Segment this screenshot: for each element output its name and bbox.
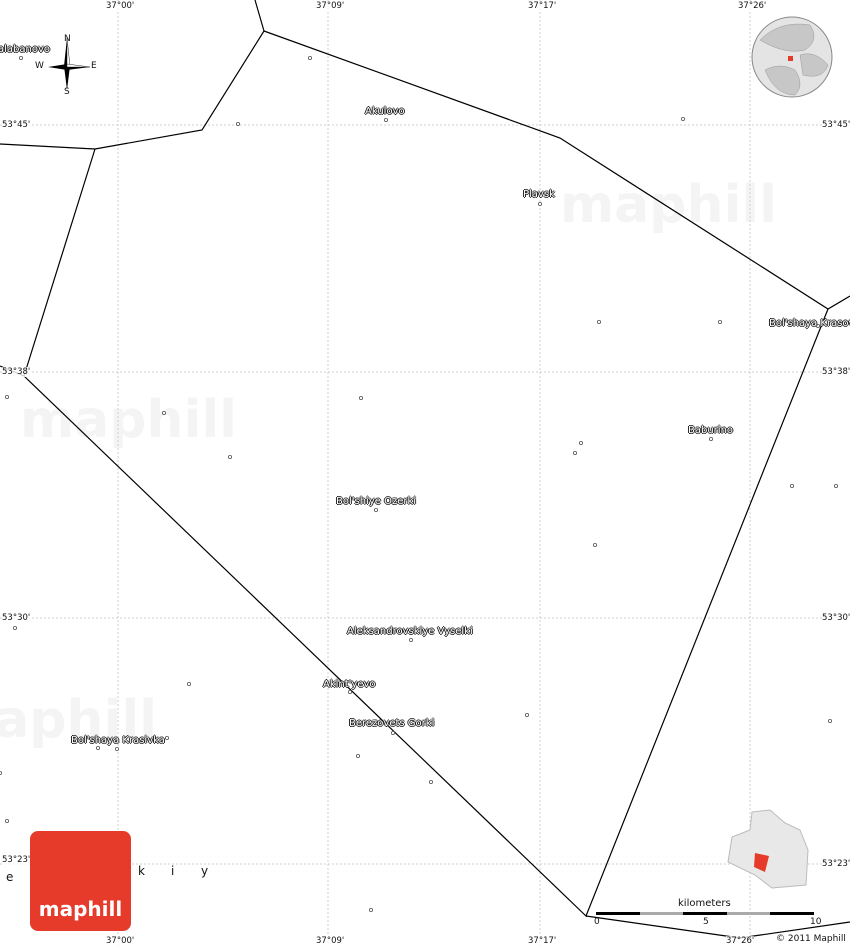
settlement-dot	[347, 690, 352, 695]
settlement-dot	[593, 543, 598, 548]
compass-east: E	[91, 61, 97, 71]
logo-text: maphill	[38, 897, 123, 921]
settlement-dot	[828, 719, 833, 724]
settlement-dot	[373, 507, 378, 512]
settlement-dot	[227, 454, 232, 459]
place-label[interactable]: Bol'shaya Krasov	[769, 318, 850, 329]
latitude-label: 53°23'	[822, 859, 850, 869]
region-letter: e	[6, 870, 14, 884]
region-letter: k	[138, 864, 145, 878]
settlement-dot	[834, 483, 839, 488]
scale-tick: 0	[594, 917, 600, 927]
scale-tick: 5	[703, 917, 709, 927]
settlement-dot	[718, 319, 723, 324]
copyright: © 2011 Maphill	[776, 934, 846, 944]
latitude-label: 53°38'	[2, 367, 31, 377]
settlement-dot	[355, 754, 360, 759]
compass-rose-icon	[48, 37, 91, 90]
scale-tick: 10	[810, 917, 822, 927]
compass-north: N	[64, 34, 71, 44]
settlement-dot	[186, 682, 191, 687]
region-inset	[727, 809, 809, 889]
longitude-label: 37°09'	[316, 1, 345, 11]
settlement-dot	[18, 56, 23, 61]
settlement-dot	[164, 736, 169, 741]
compass-south: S	[64, 87, 70, 97]
maphill-logo[interactable]: maphill	[30, 831, 131, 931]
place-label[interactable]: Baburino	[688, 425, 734, 436]
compass-west: W	[35, 61, 44, 71]
longitude-label: 37°26'	[726, 936, 755, 946]
settlement-dot	[390, 731, 395, 736]
longitude-label: 37°17'	[528, 1, 557, 11]
place-label[interactable]: Bol'shaya Krasivka	[71, 735, 165, 746]
longitude-label: 37°00'	[106, 936, 135, 946]
latitude-label: 53°23'	[2, 855, 31, 865]
settlement-dot	[597, 319, 602, 324]
settlement-dot	[161, 410, 166, 415]
place-label[interactable]: Bol'shiye Ozerki	[336, 496, 417, 507]
settlement-dot	[115, 747, 120, 752]
settlement-dot	[816, 323, 821, 328]
latitude-label: 53°30'	[2, 613, 31, 623]
latitude-label: 53°38'	[822, 367, 850, 377]
settlement-dot	[307, 56, 312, 61]
watermark: maphill	[0, 690, 157, 750]
longitude-label: 37°17'	[528, 936, 557, 946]
settlement-dot	[428, 780, 433, 785]
settlement-dot	[0, 771, 2, 775]
settlement-dots	[0, 56, 839, 913]
settlement-dot	[12, 626, 17, 631]
scale-bar	[596, 912, 814, 915]
settlement-dot	[579, 440, 584, 445]
settlement-dot	[681, 117, 686, 122]
watermark: maphill	[560, 175, 777, 235]
settlement-dot	[538, 201, 543, 206]
settlement-dot	[790, 483, 795, 488]
watermark: maphill	[20, 390, 237, 450]
globe-icon	[751, 16, 833, 98]
longitude-label: 37°09'	[316, 936, 345, 946]
settlement-dot	[368, 908, 373, 913]
longitude-label: 37°00'	[106, 1, 135, 11]
settlement-dot	[573, 450, 578, 455]
settlement-dot	[235, 122, 240, 127]
place-label[interactable]: Plavsk	[523, 189, 555, 200]
latitude-label: 53°45'	[2, 120, 31, 130]
longitude-label: 37°26'	[738, 1, 767, 11]
scale-unit: kilometers	[678, 898, 731, 909]
settlement-dot	[525, 713, 530, 718]
settlement-dot	[383, 118, 388, 123]
place-label[interactable]: Akulovo	[365, 106, 405, 117]
latitude-label: 53°45'	[822, 120, 850, 130]
place-label[interactable]: Aleksandrovskiye Vyselki	[347, 626, 473, 637]
place-label[interactable]: Berezovets Gorki	[349, 718, 435, 729]
settlement-dot	[96, 746, 101, 751]
region-letter: y	[201, 864, 209, 878]
settlement-dot	[709, 436, 714, 441]
place-label[interactable]: Akint'yevo	[323, 679, 376, 690]
settlement-dot	[5, 819, 10, 824]
settlement-dot	[358, 395, 363, 400]
latitude-label: 53°30'	[822, 613, 850, 623]
settlement-dot	[5, 394, 10, 399]
place-label[interactable]: alabanovo	[0, 44, 51, 55]
settlement-dot	[408, 638, 413, 643]
region-letter: i	[171, 864, 175, 878]
